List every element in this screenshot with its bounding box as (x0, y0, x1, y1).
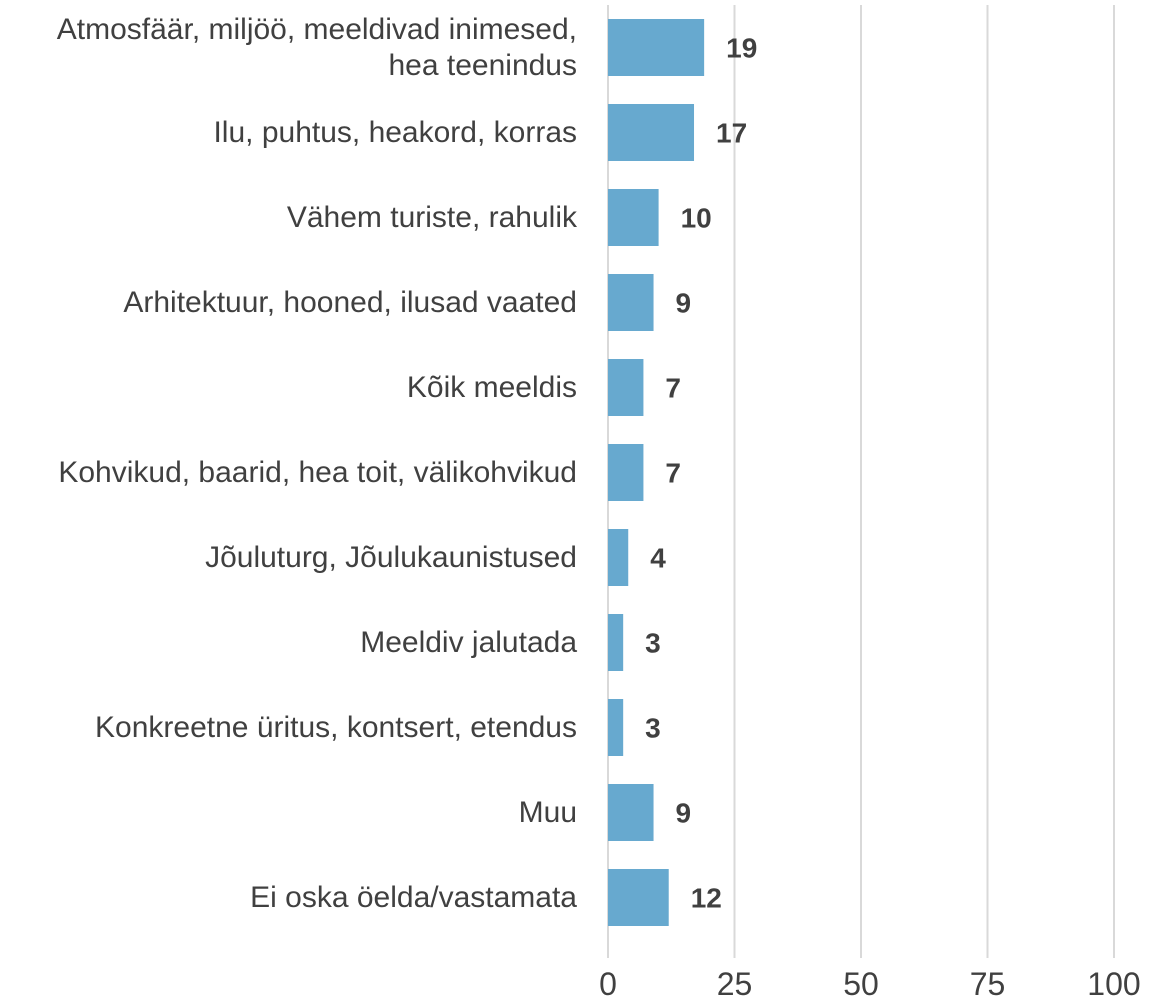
category-label: Kõik meeldis (406, 370, 577, 404)
value-label: 3 (645, 628, 661, 659)
value-label: 10 (681, 203, 712, 234)
value-label: 9 (676, 288, 692, 319)
category-label: Kohvikud, baarid, hea toit, välikohvikud (58, 455, 577, 489)
bar (608, 189, 659, 246)
x-tick-label: 75 (970, 966, 1006, 998)
bar (608, 274, 654, 331)
x-tick-label: 25 (717, 966, 753, 998)
value-label: 17 (716, 118, 747, 149)
value-label: 9 (676, 798, 692, 829)
bar (608, 359, 644, 416)
bar (608, 104, 695, 161)
value-label: 7 (665, 373, 681, 404)
category-label: Konkreetne üritus, kontsert, etendus (95, 710, 577, 744)
category-label: Vähem turiste, rahulik (286, 200, 577, 234)
bar (608, 869, 669, 926)
bar (608, 529, 629, 586)
bar (608, 784, 654, 841)
category-label: Muu (518, 795, 577, 829)
value-label: 3 (645, 713, 661, 744)
category-label: Ei oska öelda/vastamata (250, 880, 577, 914)
value-label: 4 (650, 543, 666, 574)
value-label: 7 (665, 458, 681, 489)
x-tick-label: 100 (1087, 966, 1140, 998)
value-label: 19 (726, 33, 757, 64)
category-label: Ilu, puhtus, heakord, korras (213, 115, 577, 149)
value-label: 12 (691, 883, 722, 914)
bar (608, 699, 624, 756)
category-label: Atmosfäär, miljöö, meeldivad inimesed, h… (56, 12, 577, 82)
bar (608, 614, 624, 671)
bar (608, 444, 644, 501)
x-tick-label: 0 (599, 966, 617, 998)
category-label: Jõuluturg, Jõulukaunistused (205, 540, 577, 574)
category-label: Meeldiv jalutada (360, 625, 577, 659)
x-tick-label: 50 (843, 966, 879, 998)
category-label: Arhitektuur, hooned, ilusad vaated (123, 285, 577, 319)
bar (608, 19, 705, 76)
